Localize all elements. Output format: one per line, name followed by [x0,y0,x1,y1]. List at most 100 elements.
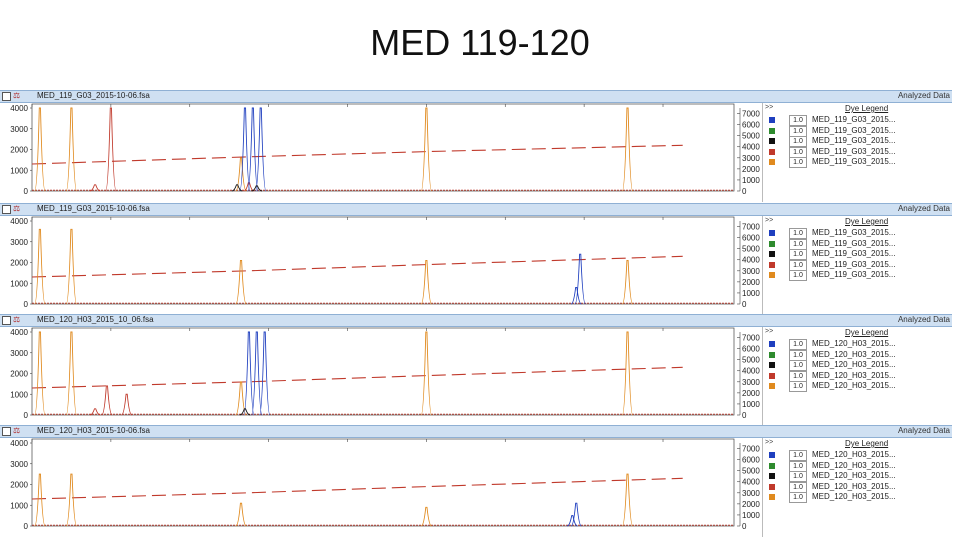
legend-row: 1.0 MED_119_G03_2015... [767,146,947,158]
dye-color-swatch [769,483,775,490]
y-tick-label: 1000 [10,390,28,399]
dye-color-swatch [769,372,775,379]
panel-header: ⚖ MED_119_G03_2015-10-06.fsa Analyzed Data [0,203,952,216]
peak-blue [570,286,582,305]
electropherogram-panel: ⚖ MED_120_H03_2015-10-06.fsa Analyzed Data… [0,425,960,537]
right-y-tick-label: 3000 [742,154,760,163]
peak-orange [34,107,46,192]
panel-checkbox[interactable] [2,316,11,325]
panel-checkbox[interactable] [2,205,11,214]
dye-scale-field[interactable]: 1.0 [789,115,807,126]
plot-area: 145 165 185 205 225 245 265 285 305 0 1000 2000 3000… [0,438,762,537]
electropherogram-panel: ⚖ MED_119_G03_2015-10-06.fsa Analyzed Data… [0,90,960,202]
dye-scale-field[interactable]: 1.0 [789,450,807,461]
plot-frame [31,216,735,305]
panel-header: ⚖ MED_119_G03_2015-10-06.fsa Analyzed Data [0,90,952,103]
x-tick-label: 305 [656,103,670,105]
right-y-tick-label: 0 [742,187,747,196]
electropherogram-panel: ⚖ MED_119_G03_2015-10-06.fsa Analyzed Data… [0,203,960,315]
legend-expand-icon[interactable]: >> [765,217,774,224]
x-tick-label: 225 [341,216,355,218]
panel-checkbox[interactable] [2,427,11,436]
legend-row: 1.0 MED_119_G03_2015... [767,228,947,239]
peak-orange [34,228,46,305]
dye-name: MED_120_H03_2015... [812,460,896,470]
dye-legend: >> Dye Legend 1.0 MED_119_G03_2015... 1.0 MED… [762,216,953,315]
dye-scale-field[interactable]: 1.0 [789,360,807,371]
dye-scale-field[interactable]: 1.0 [789,471,807,482]
right-y-tick-label: 5000 [742,467,760,476]
peak-orange [621,107,634,192]
dye-scale-field[interactable]: 1.0 [789,370,807,382]
x-tick-label: 305 [656,327,670,329]
legend-expand-icon[interactable]: >> [765,104,774,111]
x-tick-label: 165 [104,327,118,329]
y-tick-label: 4000 [10,328,28,337]
right-y-tick-label: 7000 [742,223,760,232]
x-tick-label: 205 [262,103,276,105]
right-y-tick-label: 2000 [742,165,760,174]
dye-name: MED_119_G03_2015... [812,259,896,269]
y-tick-label: 1000 [10,279,28,288]
peak-orange [235,381,247,416]
y-tick-label: 4000 [10,217,28,226]
dye-scale-field[interactable]: 1.0 [789,492,807,503]
peak-red [89,408,101,416]
x-tick-label: 165 [104,103,118,105]
peak-red [243,182,255,192]
dye-scale-field[interactable]: 1.0 [789,228,807,239]
dye-scale-field[interactable]: 1.0 [789,249,807,260]
sizing-curve [31,255,683,278]
dye-scale-field[interactable]: 1.0 [789,460,807,472]
legend-expand-icon[interactable]: >> [765,328,774,335]
dye-name: MED_119_G03_2015... [812,125,896,135]
x-tick-label: 145 [25,216,39,218]
legend-title: Dye Legend [845,217,889,226]
dye-name: MED_119_G03_2015... [812,238,896,248]
peak-orange [65,331,78,416]
legend-row: 1.0 MED_120_H03_2015... [767,450,947,461]
dye-scale-field[interactable]: 1.0 [789,136,807,147]
dye-scale-field[interactable]: 1.0 [789,349,807,361]
dye-name: MED_120_H03_2015... [812,381,896,390]
right-y-tick-label: 4000 [742,143,760,152]
dye-scale-field[interactable]: 1.0 [789,339,807,350]
right-y-tick-label: 0 [742,522,747,531]
peak-blue [570,502,582,527]
legend-row: 1.0 MED_119_G03_2015... [767,259,947,271]
dye-scale-field[interactable]: 1.0 [789,157,807,168]
dye-scale-field[interactable]: 1.0 [789,270,807,281]
dye-name: MED_120_H03_2015... [812,339,896,348]
legend-row: 1.0 MED_119_G03_2015... [767,125,947,137]
x-tick-label: 205 [262,216,276,218]
dye-legend: >> Dye Legend 1.0 MED_120_H03_2015... 1.0 MED… [762,438,953,537]
x-tick-label: 265 [499,103,513,105]
dye-scale-field[interactable]: 1.0 [789,259,807,271]
analyzed-data-label: Analyzed Data [897,91,950,100]
legend-expand-icon[interactable]: >> [765,439,774,446]
right-y-tick-label: 5000 [742,356,760,365]
x-tick-label: 305 [656,438,670,440]
panel-checkbox[interactable] [2,92,11,101]
dye-scale-field[interactable]: 1.0 [789,381,807,392]
peak-red [89,184,101,192]
legend-row: 1.0 MED_120_H03_2015... [767,370,947,382]
dye-color-swatch [769,261,775,268]
dye-scale-field[interactable]: 1.0 [789,146,807,158]
y-tick-label: 2000 [10,481,28,490]
plot-svg: 145 165 185 205 225 245 265 285 305 0 1000 2000 3000… [10,103,760,196]
dye-scale-field[interactable]: 1.0 [789,481,807,493]
y-tick-label: 0 [24,300,29,309]
dye-name: MED_120_H03_2015... [812,370,896,380]
legend-title: Dye Legend [845,328,889,337]
x-tick-label: 225 [341,103,355,105]
y-tick-label: 2000 [10,259,28,268]
dye-name: MED_119_G03_2015... [812,146,896,156]
dye-color-swatch [769,452,775,458]
analyzed-data-label: Analyzed Data [897,426,950,435]
plot-area: 145 165 185 205 225 245 265 285 305 0 1000 2000 3000… [0,327,762,426]
right-y-tick-label: 5000 [742,132,760,141]
peak-orange [34,331,46,416]
dye-scale-field[interactable]: 1.0 [789,125,807,137]
dye-scale-field[interactable]: 1.0 [789,238,807,250]
